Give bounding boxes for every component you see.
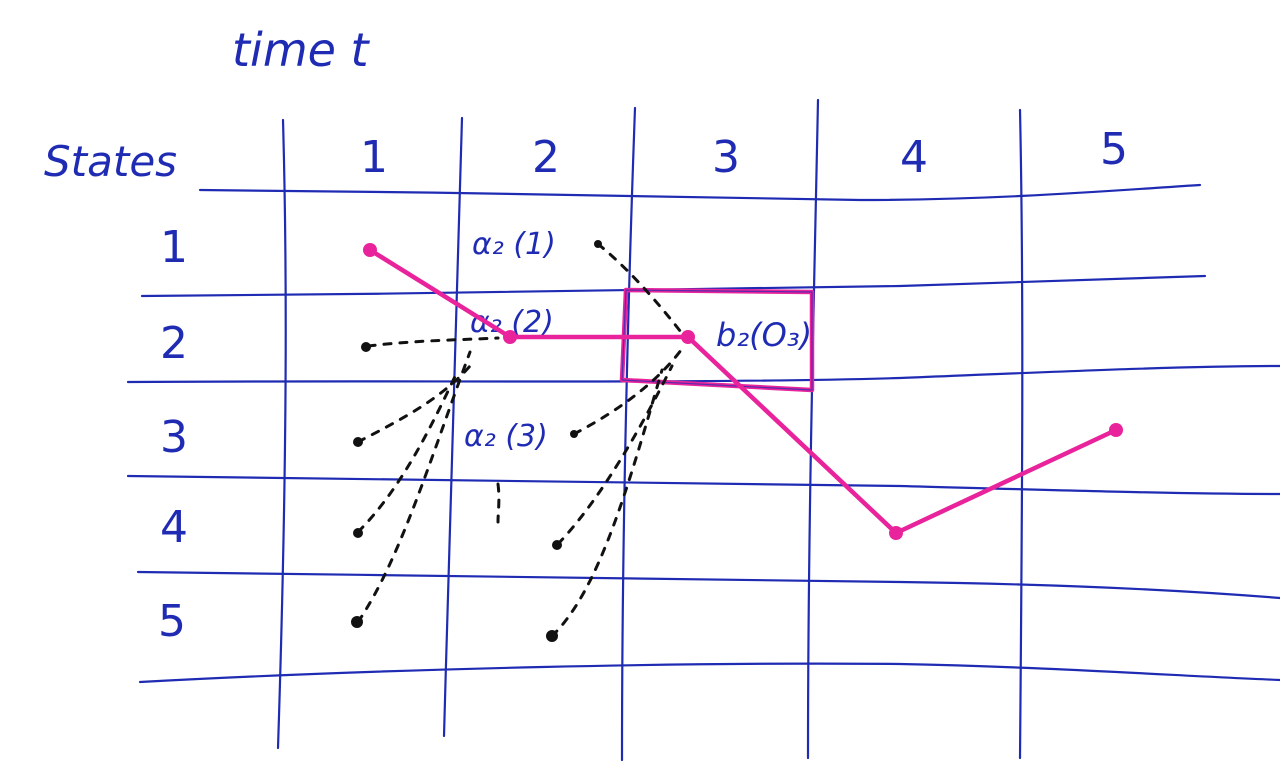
grid-vline-1 [276, 118, 287, 750]
dot-t2-s5 [546, 630, 558, 642]
path-node-t1-s1 [363, 243, 377, 257]
grid-hline-4 [126, 474, 1280, 496]
state-label-1: 1 [160, 222, 188, 273]
alpha-annotation-1: α₂ (1) [472, 227, 556, 262]
grid-hline-2 [140, 274, 1207, 298]
highlighted-path-layer [363, 243, 1123, 540]
time-label-2: 2 [532, 132, 560, 183]
state-label-2: 2 [160, 318, 188, 369]
title: time t [232, 23, 371, 77]
path-node-t5-s3 [1109, 423, 1123, 437]
path-node-t2-s2 [503, 330, 517, 344]
state-label-3: 3 [160, 412, 188, 463]
grid-vline-2 [442, 116, 464, 738]
emission-highlight-box [619, 287, 815, 393]
dot-t2-s1 [594, 240, 602, 248]
alpha-annotation-3: α₂ (3) [464, 419, 548, 454]
dotted-arrow-t1s3 [356, 364, 472, 444]
dotted-arrow-t1s4 [356, 368, 460, 534]
time-label-5: 5 [1100, 124, 1128, 175]
grid-vline-4 [806, 98, 820, 760]
grid-hline-1 [198, 183, 1202, 202]
time-label-4: 4 [900, 132, 928, 183]
emission-annotation: b₂(O₃) [716, 316, 812, 354]
dotted-arrow-stub [496, 482, 501, 524]
path-node-t3-s2 [681, 330, 695, 344]
dot-t1-s3 [353, 437, 363, 447]
dotted-arrow-t1s2 [366, 336, 500, 348]
grid-hline-3 [126, 364, 1280, 384]
dotted-arrow-a1 [596, 242, 686, 338]
grid-hline-5 [136, 570, 1280, 600]
states-label: States [44, 137, 177, 186]
grid-vline-5 [1018, 108, 1024, 760]
dot-t1-s2 [361, 342, 371, 352]
dot-t1-s5 [351, 616, 363, 628]
dotted-arrow-t2s5 [550, 368, 664, 638]
dotted-arrow-a3 [572, 344, 686, 436]
time-label-3: 3 [712, 132, 740, 183]
dot-t2-s4 [552, 540, 562, 550]
grid-vline-3 [620, 106, 637, 762]
dotted-arrow-t2s4 [556, 364, 674, 546]
dotted-arrow-t1s5 [356, 350, 472, 624]
path-node-t4-s4 [889, 526, 903, 540]
dot-t2-s3 [570, 430, 578, 438]
time-label-1: 1 [360, 132, 388, 183]
state-label-5: 5 [158, 596, 186, 647]
dot-t1-s4 [353, 528, 363, 538]
state-label-4: 4 [160, 502, 188, 553]
grid-hline-6 [138, 662, 1280, 684]
